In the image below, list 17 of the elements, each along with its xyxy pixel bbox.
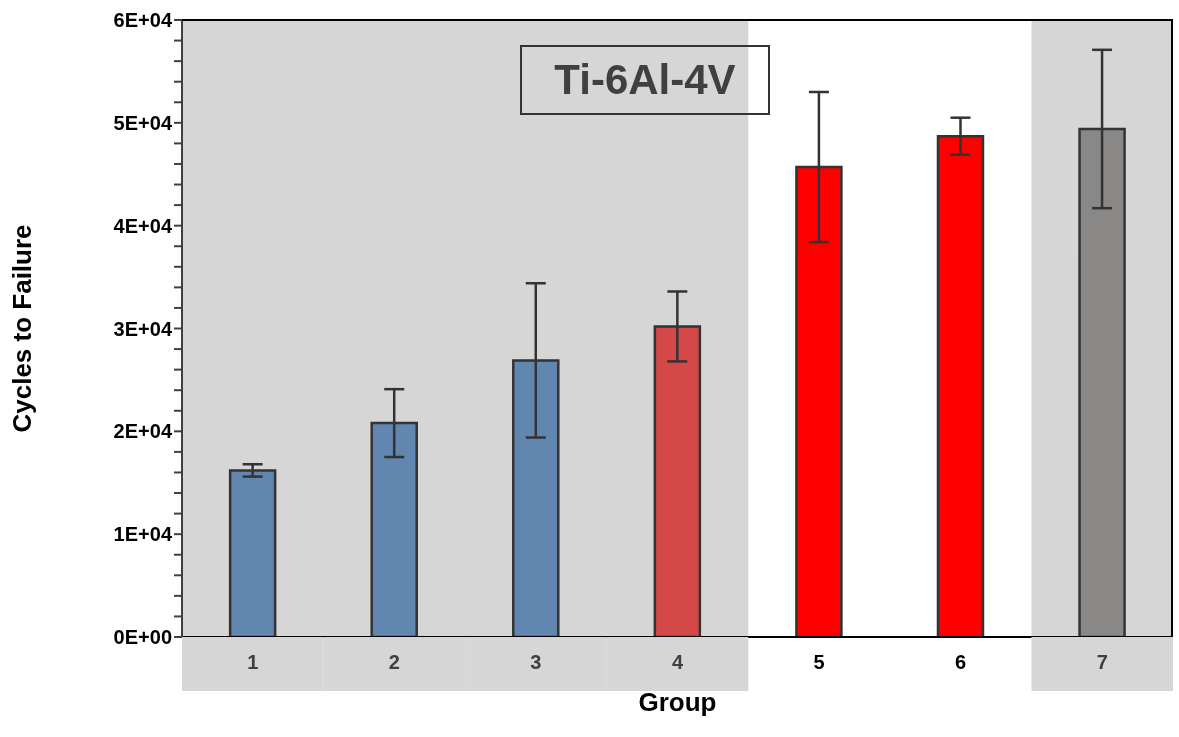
y-tick-label: 2E+04 xyxy=(113,420,173,443)
x-tick-label: 3 xyxy=(530,651,542,673)
y-axis-title: Cycles to Failure xyxy=(7,224,38,433)
y-tick-label: 1E+04 xyxy=(113,523,173,546)
y-tick-label: 6E+04 xyxy=(113,9,173,32)
y-tick-label: 3E+04 xyxy=(113,317,173,340)
x-axis-title: Group xyxy=(638,687,717,718)
x-tick-label: 7 xyxy=(1096,651,1108,673)
y-tick-label: 5E+04 xyxy=(113,111,173,134)
x-tick-label: 5 xyxy=(813,651,825,673)
y-tick-label: 0E+00 xyxy=(113,626,172,649)
x-tick-label: 4 xyxy=(671,651,684,673)
x-tick-label: 1 xyxy=(247,651,259,673)
x-tick-label: 2 xyxy=(388,651,400,673)
text: Ti-6Al-4V xyxy=(520,45,770,115)
x-tick-label: 6 xyxy=(955,651,967,673)
y-tick-label: 4E+04 xyxy=(113,214,173,237)
